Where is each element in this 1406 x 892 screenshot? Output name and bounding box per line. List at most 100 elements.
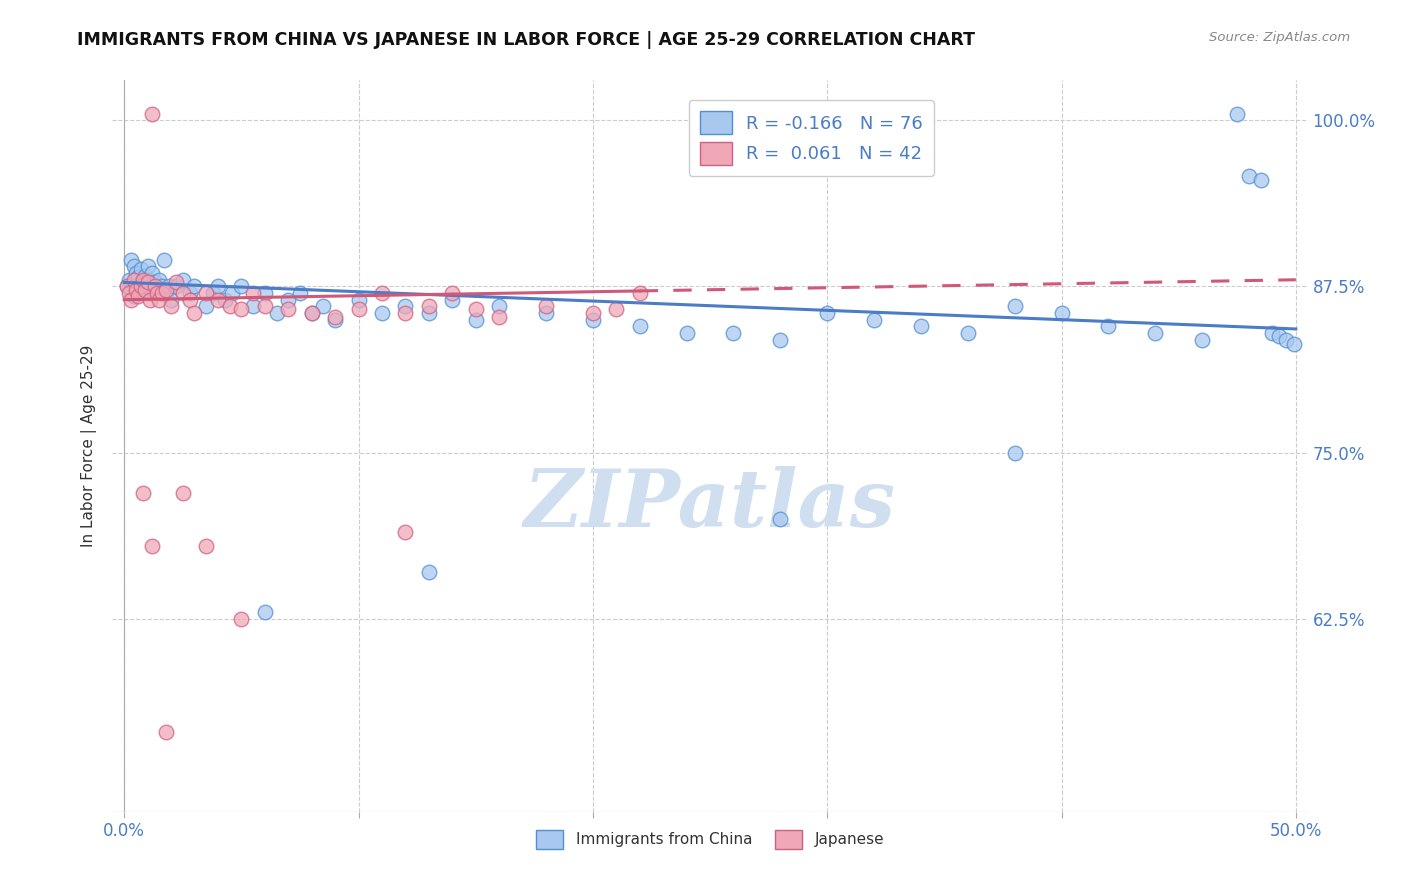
Point bbox=[221, 286, 243, 301]
Point bbox=[277, 301, 299, 316]
Point bbox=[605, 301, 627, 316]
Point bbox=[172, 286, 194, 301]
Point bbox=[323, 310, 346, 324]
Point bbox=[1282, 336, 1305, 351]
Point bbox=[155, 284, 177, 298]
Point bbox=[394, 299, 416, 313]
Point bbox=[231, 612, 253, 626]
Legend: Immigrants from China, Japanese: Immigrants from China, Japanese bbox=[530, 823, 890, 855]
Point bbox=[207, 279, 229, 293]
Point bbox=[769, 512, 792, 526]
Point bbox=[253, 286, 276, 301]
Point bbox=[132, 279, 155, 293]
Point bbox=[141, 539, 163, 553]
Point bbox=[127, 270, 149, 285]
Point bbox=[195, 539, 218, 553]
Point bbox=[143, 276, 166, 290]
Point bbox=[242, 299, 264, 313]
Point bbox=[134, 284, 156, 298]
Point bbox=[301, 306, 323, 320]
Point bbox=[132, 273, 155, 287]
Point bbox=[582, 312, 605, 326]
Point bbox=[141, 266, 163, 280]
Y-axis label: In Labor Force | Age 25-29: In Labor Force | Age 25-29 bbox=[80, 345, 97, 547]
Point bbox=[195, 286, 218, 301]
Point bbox=[371, 286, 394, 301]
Point bbox=[582, 306, 605, 320]
Point bbox=[165, 276, 187, 290]
Point bbox=[129, 279, 152, 293]
Point bbox=[146, 284, 169, 298]
Point bbox=[155, 286, 177, 301]
Point bbox=[150, 286, 173, 301]
Point bbox=[125, 279, 148, 293]
Point bbox=[769, 333, 792, 347]
Text: IMMIGRANTS FROM CHINA VS JAPANESE IN LABOR FORCE | AGE 25-29 CORRELATION CHART: IMMIGRANTS FROM CHINA VS JAPANESE IN LAB… bbox=[77, 31, 976, 49]
Point bbox=[136, 273, 159, 287]
Point bbox=[129, 276, 152, 290]
Point bbox=[1004, 445, 1026, 459]
Point bbox=[207, 293, 229, 307]
Point bbox=[214, 293, 236, 307]
Point bbox=[910, 319, 932, 334]
Point bbox=[148, 293, 170, 307]
Point bbox=[141, 106, 163, 120]
Point bbox=[441, 286, 464, 301]
Point bbox=[118, 286, 141, 301]
Point bbox=[418, 566, 440, 580]
Point bbox=[312, 299, 335, 313]
Point bbox=[132, 485, 155, 500]
Point bbox=[628, 286, 651, 301]
Point bbox=[1275, 333, 1298, 347]
Point bbox=[231, 279, 253, 293]
Point bbox=[122, 273, 145, 287]
Point bbox=[125, 266, 148, 280]
Point bbox=[253, 299, 276, 313]
Point bbox=[534, 306, 557, 320]
Point bbox=[195, 299, 218, 313]
Point bbox=[347, 301, 370, 316]
Point bbox=[418, 299, 440, 313]
Point bbox=[253, 605, 276, 619]
Point bbox=[127, 289, 149, 303]
Point bbox=[1237, 169, 1260, 183]
Point bbox=[139, 286, 162, 301]
Point bbox=[1261, 326, 1284, 340]
Point bbox=[347, 293, 370, 307]
Point bbox=[628, 319, 651, 334]
Point bbox=[122, 260, 145, 274]
Point bbox=[863, 312, 886, 326]
Point bbox=[1250, 173, 1272, 187]
Point bbox=[723, 326, 745, 340]
Point bbox=[488, 310, 510, 324]
Point bbox=[464, 312, 486, 326]
Point bbox=[1144, 326, 1167, 340]
Point bbox=[160, 299, 183, 313]
Point bbox=[534, 299, 557, 313]
Point bbox=[122, 289, 145, 303]
Point bbox=[441, 293, 464, 307]
Point bbox=[120, 284, 142, 298]
Point bbox=[394, 525, 416, 540]
Point bbox=[153, 252, 176, 267]
Point bbox=[242, 286, 264, 301]
Point bbox=[129, 262, 152, 277]
Point bbox=[148, 273, 170, 287]
Point bbox=[150, 279, 173, 293]
Point bbox=[139, 293, 162, 307]
Point bbox=[143, 279, 166, 293]
Point bbox=[132, 286, 155, 301]
Point bbox=[118, 273, 141, 287]
Point bbox=[134, 284, 156, 298]
Point bbox=[179, 286, 201, 301]
Point bbox=[172, 273, 194, 287]
Point bbox=[956, 326, 979, 340]
Point bbox=[1050, 306, 1073, 320]
Point bbox=[464, 301, 486, 316]
Point bbox=[1268, 328, 1291, 343]
Point bbox=[146, 286, 169, 301]
Point bbox=[675, 326, 697, 340]
Point bbox=[323, 312, 346, 326]
Point bbox=[125, 284, 148, 298]
Point bbox=[288, 286, 311, 301]
